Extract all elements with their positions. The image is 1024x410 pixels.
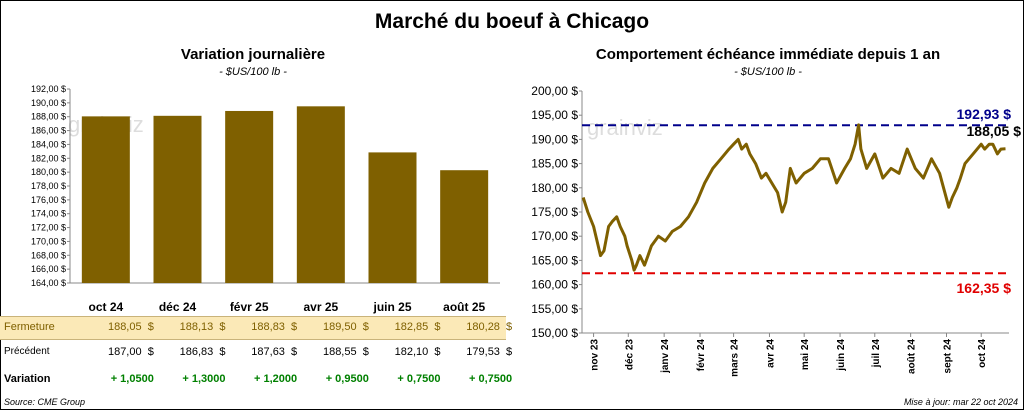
x-category-label: févr 25 [230,300,269,314]
table-row-change: Variation + 1,0500 + 1,3000 + 1,2000 + 0,950… [0,369,512,391]
cell-previous: 188,55 $ [322,346,369,358]
bar-5 [440,170,489,283]
y-tick-label: 150,00 $ [531,326,578,340]
y-tick-label: 170,00 $ [531,229,578,243]
y-tick-label: 195,00 $ [531,108,578,122]
y-tick-label: 180,00 $ [31,167,66,177]
bar-2 [225,110,274,284]
y-tick-label: 172,00 $ [31,223,66,233]
line-chart-unit: - $US/100 lb - [734,66,802,78]
row-label-close: Fermeture [4,321,55,333]
y-tick-label: 178,00 $ [31,181,66,191]
x-category-label: déc 24 [159,300,197,314]
table-row-close: Fermeture 188,05 $ 188,13 $ 188,83 $ 189,50 … [0,316,512,340]
x-category-label: avr 25 [303,300,338,314]
y-tick-label: 160,00 $ [531,278,578,292]
cell-previous: 182,10 $ [394,346,441,358]
bar-3 [296,106,345,283]
cell-change: + 1,3000 [182,373,226,385]
price-series-line [581,123,1006,272]
x-category-label: oct 24 [88,300,123,314]
x-category-label: août 25 [443,300,485,314]
x-tick-label: févr 24 [696,339,707,372]
y-tick-label: 186,00 $ [31,126,66,136]
y-tick-label: 164,00 $ [31,278,66,288]
x-tick-label: nov 23 [590,339,601,371]
y-tick-label: 200,00 $ [531,84,578,98]
y-tick-label: 165,00 $ [531,253,578,267]
cell-change: + 0,9500 [325,373,369,385]
x-tick-label: oct 24 [977,339,988,368]
cell-previous: 186,83 $ [179,346,226,358]
x-tick-label: mars 24 [730,339,741,377]
x-tick-label: sept 24 [943,339,954,374]
bar-chart: grainviz164,00 $166,00 $168,00 $170,00 $… [31,84,500,314]
y-tick-label: 188,00 $ [31,112,66,122]
line-chart-title: Comportement échéance immédiate depuis 1… [595,46,941,63]
bar-0 [81,116,130,283]
table-row-previous: Précédent 187,00 $ 186,83 $ 187,63 $ 188,55 … [0,342,512,364]
x-category-label: juin 25 [372,300,411,314]
y-tick-label: 182,00 $ [31,153,66,163]
y-tick-label: 192,00 $ [31,84,66,94]
y-tick-label: 180,00 $ [531,181,578,195]
cell-close: 188,13 $ [179,321,226,333]
y-tick-label: 175,00 $ [531,205,578,219]
x-tick-label: janv 24 [660,339,671,374]
update-note: Mise à jour: mar 22 oct 2024 [903,397,1018,407]
y-tick-label: 184,00 $ [31,139,66,149]
cell-change: + 0,7500 [469,373,513,385]
x-tick-label: juin 24 [836,339,847,372]
page-title: Marché du boeuf à Chicago [374,10,650,33]
bar-1 [153,115,202,283]
y-tick-label: 190,00 $ [531,132,578,146]
x-tick-label: avr 24 [765,339,776,368]
source-note: Source: CME Group [4,397,86,407]
cell-close: 182,85 $ [394,321,441,333]
cell-close: 188,83 $ [251,321,298,333]
y-tick-label: 166,00 $ [31,264,66,274]
bar-chart-unit: - $US/100 lb - [219,66,287,78]
y-tick-label: 168,00 $ [31,250,66,260]
row-label-previous: Précédent [4,346,50,357]
cell-close: 189,50 $ [322,321,369,333]
cell-change: + 1,0500 [110,373,154,385]
bar-4 [368,152,417,283]
cell-previous: 187,63 $ [251,346,298,358]
y-tick-label: 190,00 $ [31,98,66,108]
x-tick-label: juil 24 [871,339,882,369]
x-tick-label: août 24 [907,339,918,374]
watermark-text: grainviz [587,115,663,140]
y-tick-label: 155,00 $ [531,302,578,316]
x-tick-label: déc 23 [624,339,635,371]
min-label: 162,35 $ [957,280,1012,296]
y-tick-label: 176,00 $ [31,195,66,205]
last-price-label: 188,05 $ [967,123,1022,139]
max-label: 192,93 $ [957,106,1012,122]
row-label-change: Variation [4,373,51,385]
x-tick-label: mai 24 [800,339,811,371]
cell-previous: 179,53 $ [466,346,513,358]
y-tick-label: 174,00 $ [31,209,66,219]
line-chart: grainviz 150,00 $ 155,00 $ 160,00 $ 165,00 $… [531,84,1022,377]
y-tick-label: 185,00 $ [531,157,578,171]
cell-previous: 187,00 $ [107,346,154,358]
bar-chart-title: Variation journalière [180,46,326,63]
y-tick-label: 170,00 $ [31,236,66,246]
cell-change: + 1,2000 [254,373,298,385]
cell-change: + 0,7500 [397,373,441,385]
cell-close: 188,05 $ [107,321,154,333]
cell-close: 180,28 $ [466,321,513,333]
